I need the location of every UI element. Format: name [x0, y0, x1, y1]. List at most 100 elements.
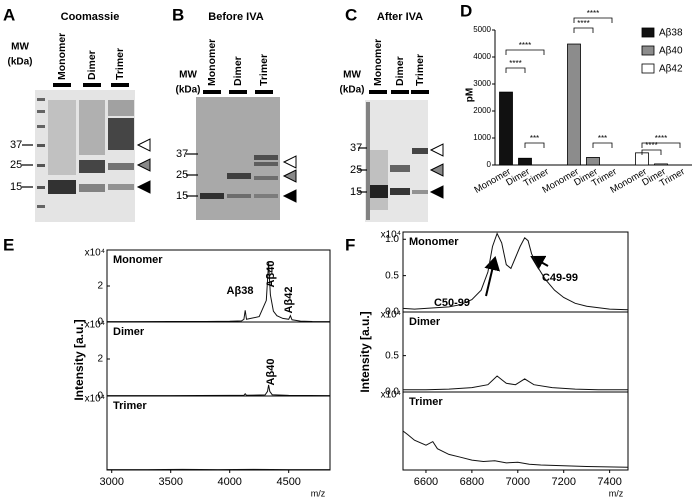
peak-label: Aβ40 [265, 359, 277, 386]
significance-label: **** [645, 141, 657, 150]
subplot-title: Dimer [409, 316, 441, 328]
mw-marker: 37 [350, 142, 362, 154]
y-tick-label: 0.0 [385, 307, 399, 318]
x-tick-label: 7200 [551, 476, 575, 488]
y-axis-label: Intensity [a.u.] [72, 319, 86, 400]
gel-band [48, 100, 76, 175]
peak-label: Aβ42 [283, 287, 295, 314]
lane-label: Dimer [86, 50, 98, 80]
y-tick-label: 3000 [473, 79, 491, 88]
gel-band [37, 205, 45, 208]
x-tick-label: 4000 [217, 476, 241, 488]
x-axis-label: m/z [609, 488, 624, 498]
lane-label: Trimer [258, 54, 270, 86]
band-arrow [136, 180, 151, 194]
band-arrow [429, 143, 444, 157]
gel-band [412, 148, 428, 154]
significance-label: **** [655, 134, 667, 143]
gel-title: Coomassie [61, 11, 120, 23]
lane-bar [391, 90, 409, 94]
mw-label: (kDa) [175, 85, 200, 96]
lane-label: Monomer [56, 33, 68, 80]
gel-band [79, 184, 105, 192]
y-tick-label: 0 [487, 160, 492, 169]
gel-band [37, 144, 45, 147]
significance-label: **** [577, 19, 589, 28]
gel-band [79, 160, 105, 173]
legend-swatch [641, 27, 655, 38]
gel-band [108, 163, 134, 170]
y-axis-label: pM [465, 88, 476, 102]
gel-band [254, 162, 278, 166]
significance-label: **** [587, 9, 599, 18]
significance-label: *** [598, 134, 607, 143]
bar [499, 91, 513, 166]
y-tick-label: 0.5 [385, 350, 399, 361]
x-axis-label: m/z [311, 488, 326, 498]
significance-bracket [592, 142, 613, 148]
gel-band [200, 193, 224, 199]
peak-arrow [484, 256, 501, 297]
bar [586, 157, 600, 166]
mw-label: MW [343, 70, 361, 81]
panel-letter: D [460, 1, 472, 20]
subplot-title: Monomer [113, 254, 163, 266]
lane-bar [53, 83, 71, 87]
subplot-title: Trimer [409, 396, 443, 408]
scale-label: x10⁴ [85, 320, 105, 331]
gel-title: After IVA [377, 11, 423, 23]
y-tick-label: 4000 [473, 52, 491, 61]
peak-label: Aβ38 [227, 285, 254, 297]
mw-marker: 25 [350, 164, 362, 176]
gel-band [254, 176, 278, 180]
scale-label: x10⁴ [85, 248, 105, 259]
bar [518, 157, 532, 166]
band-arrow [136, 158, 151, 172]
gel-band [37, 125, 45, 128]
spectrum-line [402, 430, 629, 468]
mw-marker: 15 [350, 186, 362, 198]
gel-band [108, 100, 134, 116]
gel-band [366, 102, 370, 220]
x-tick-label: 7000 [506, 476, 530, 488]
gel-band [79, 100, 105, 155]
x-tick-label: 6800 [460, 476, 484, 488]
lane-bar [111, 83, 129, 87]
bar [654, 163, 668, 166]
lane-bar [203, 90, 221, 94]
band-arrow [282, 169, 297, 183]
y-tick-label: 2000 [473, 106, 491, 115]
gel-band [108, 184, 134, 190]
bar [567, 43, 581, 166]
gel-band [254, 155, 278, 160]
panel-letter: C [345, 5, 357, 24]
peak-label: Aβ40 [265, 261, 277, 288]
gel-band [37, 98, 45, 101]
band-arrow [136, 138, 151, 152]
legend-label: Aβ38 [659, 28, 683, 39]
legend-swatch [641, 45, 655, 56]
scale-label: x10⁴ [381, 230, 401, 241]
lane-bar [255, 90, 273, 94]
x-tick-label: 7400 [597, 476, 621, 488]
significance-bracket [641, 149, 662, 155]
mw-label: MW [11, 42, 29, 53]
significance-bracket [573, 17, 613, 23]
mw-marker: 15 [10, 181, 22, 193]
lane-label: Trimer [114, 48, 126, 80]
legend-label: Aβ40 [659, 46, 683, 57]
subplot-title: Monomer [409, 236, 459, 248]
gel-band [390, 188, 410, 195]
y-axis-label: Intensity [a.u.] [358, 311, 372, 392]
significance-bracket [505, 49, 545, 55]
subplot-title: Dimer [113, 326, 145, 338]
lane-bar [229, 90, 247, 94]
gel-band [227, 194, 251, 198]
y-tick-label: 0.5 [385, 270, 399, 281]
band-arrow [429, 163, 444, 177]
mw-label: (kDa) [7, 57, 32, 68]
significance-bracket [641, 142, 681, 148]
mw-marker: 15 [176, 190, 188, 202]
lane-label: Monomer [372, 39, 384, 86]
lane-bar [83, 83, 101, 87]
